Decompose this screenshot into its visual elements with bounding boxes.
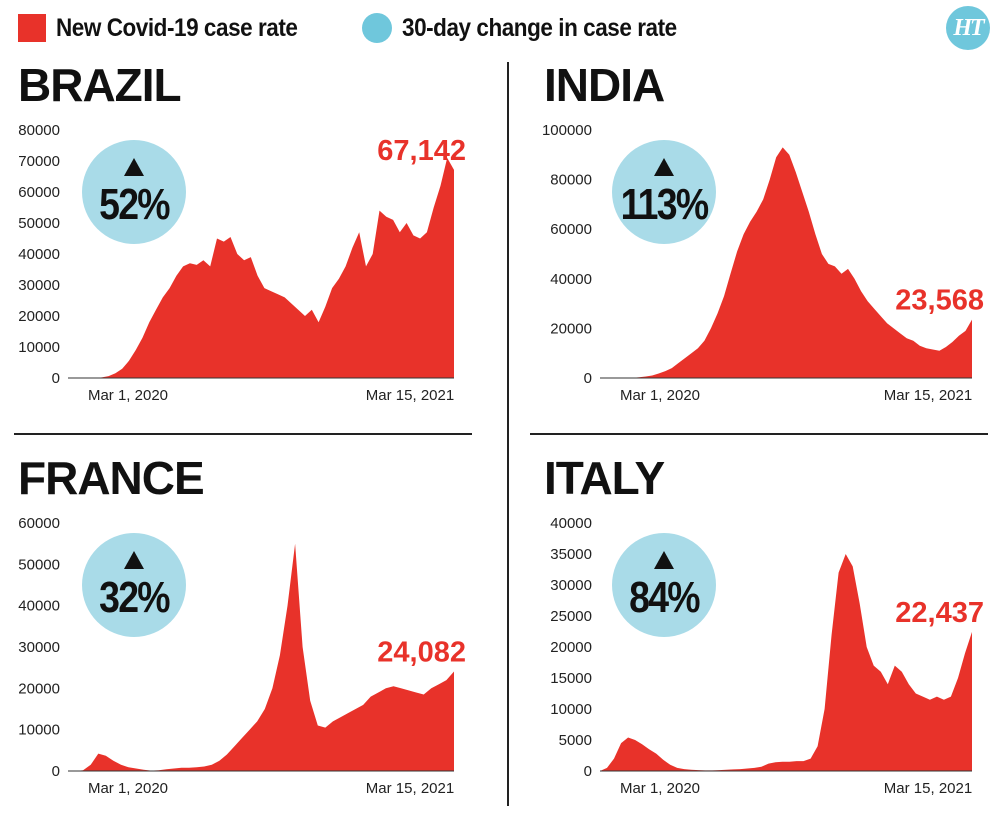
change-badge: 52% (82, 140, 186, 244)
legend-label-case-rate: New Covid-19 case rate (56, 13, 298, 42)
chart-panel-brazil: BRAZIL 80000 70000 60000 50000 40000 30000 200… (14, 62, 504, 422)
horizontal-divider-right (530, 433, 988, 435)
x-label-start: Mar 1, 2020 (620, 780, 700, 797)
chart-brazil: 80000 70000 60000 50000 40000 30000 20000 10000… (18, 122, 466, 404)
country-title: ITALY (544, 452, 665, 504)
change-badge: 32% (82, 533, 186, 637)
chart-italy: 40000 35000 30000 25000 20000 15000 10000 5000 0… (550, 515, 984, 797)
y-tick-label: 10000 (18, 722, 60, 739)
y-tick-label: 30000 (550, 577, 592, 594)
y-tick-label: 60000 (18, 184, 60, 201)
latest-value-label: 22,437 (895, 597, 984, 629)
y-tick-label: 60000 (550, 221, 592, 238)
change-percent: 52% (99, 180, 170, 229)
y-tick-label: 10000 (18, 339, 60, 356)
chart-panel-italy: ITALY 40000 35000 30000 25000 20000 15000 1000… (540, 455, 1000, 815)
latest-value-label: 24,082 (377, 636, 466, 668)
legend: New Covid-19 case rate 30-day change in … (18, 8, 746, 48)
y-tick-label: 0 (584, 370, 592, 387)
country-title: BRAZIL (18, 59, 182, 111)
y-tick-label: 10000 (550, 701, 592, 718)
y-tick-label: 35000 (550, 546, 592, 563)
country-title: FRANCE (18, 452, 205, 504)
legend-label-change: 30-day change in case rate (402, 13, 677, 42)
change-percent: 84% (629, 573, 700, 622)
vertical-divider (507, 62, 509, 806)
y-tick-label: 0 (52, 370, 60, 387)
y-tick-label: 50000 (18, 215, 60, 232)
y-tick-label: 80000 (18, 122, 60, 139)
y-tick-label: 5000 (559, 732, 592, 749)
up-arrow-icon (124, 158, 144, 176)
y-tick-label: 20000 (18, 680, 60, 697)
case-rate-area (68, 157, 454, 378)
case-rate-area (600, 554, 972, 771)
y-tick-label: 15000 (550, 670, 592, 687)
country-title: INDIA (544, 59, 665, 111)
x-label-start: Mar 1, 2020 (620, 387, 700, 404)
y-tick-label: 100000 (542, 122, 592, 139)
legend-item-case-rate: New Covid-19 case rate (18, 14, 324, 43)
latest-value-label: 23,568 (895, 285, 984, 317)
up-arrow-icon (654, 158, 674, 176)
y-tick-label: 30000 (18, 277, 60, 294)
change-swatch (362, 13, 393, 43)
x-label-start: Mar 1, 2020 (88, 387, 168, 404)
y-tick-label: 70000 (18, 153, 60, 170)
x-label-end: Mar 15, 2021 (884, 780, 972, 797)
case-rate-area (600, 147, 972, 378)
change-badge: 84% (612, 533, 716, 637)
change-percent: 113% (620, 180, 709, 229)
y-tick-label: 30000 (18, 639, 60, 656)
y-tick-label: 40000 (18, 598, 60, 615)
chart-india: 100000 80000 60000 40000 20000 0 Mar 1, 2020 Ma… (542, 122, 984, 404)
y-tick-label: 20000 (18, 308, 60, 325)
change-percent: 32% (99, 573, 170, 622)
x-label-start: Mar 1, 2020 (88, 780, 168, 797)
chart-panel-france: FRANCE 60000 50000 40000 30000 20000 10000 0 Ma… (14, 455, 504, 815)
change-badge: 113% (612, 140, 716, 244)
x-label-end: Mar 15, 2021 (884, 387, 972, 404)
y-tick-label: 0 (52, 763, 60, 780)
chart-france: 60000 50000 40000 30000 20000 10000 0 Mar 1, 20… (18, 515, 466, 797)
x-label-end: Mar 15, 2021 (366, 780, 454, 797)
y-tick-label: 40000 (550, 515, 592, 532)
y-tick-label: 50000 (18, 556, 60, 573)
y-tick-label: 40000 (18, 246, 60, 263)
case-rate-swatch (18, 14, 46, 42)
x-label-end: Mar 15, 2021 (366, 387, 454, 404)
y-tick-label: 25000 (550, 608, 592, 625)
chart-panel-india: INDIA 100000 80000 60000 40000 20000 0 Mar 1, … (540, 62, 1000, 422)
y-tick-label: 0 (584, 763, 592, 780)
latest-value-label: 67,142 (377, 135, 466, 167)
up-arrow-icon (654, 551, 674, 569)
horizontal-divider-left (14, 433, 472, 435)
up-arrow-icon (124, 551, 144, 569)
y-tick-label: 80000 (550, 172, 592, 189)
ht-logo: HT (946, 6, 990, 50)
y-tick-label: 20000 (550, 320, 592, 337)
y-tick-label: 40000 (550, 271, 592, 288)
y-tick-label: 60000 (18, 515, 60, 532)
case-rate-area (68, 543, 454, 771)
legend-item-change: 30-day change in case rate (362, 13, 707, 43)
y-tick-label: 20000 (550, 639, 592, 656)
